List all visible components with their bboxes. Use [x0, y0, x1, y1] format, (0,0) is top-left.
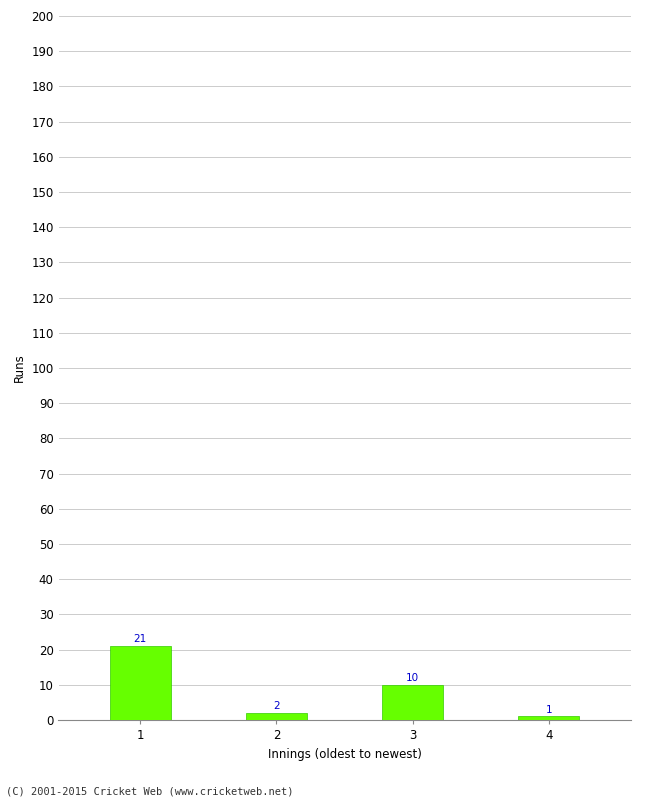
Text: 2: 2: [273, 701, 280, 711]
Text: 1: 1: [545, 705, 552, 714]
Text: 10: 10: [406, 673, 419, 683]
Bar: [518, 717, 579, 720]
Bar: [382, 685, 443, 720]
Bar: [110, 646, 171, 720]
Bar: [246, 713, 307, 720]
Text: 21: 21: [134, 634, 147, 644]
Y-axis label: Runs: Runs: [13, 354, 26, 382]
Text: (C) 2001-2015 Cricket Web (www.cricketweb.net): (C) 2001-2015 Cricket Web (www.cricketwe…: [6, 786, 294, 796]
X-axis label: Innings (oldest to newest): Innings (oldest to newest): [268, 747, 421, 761]
